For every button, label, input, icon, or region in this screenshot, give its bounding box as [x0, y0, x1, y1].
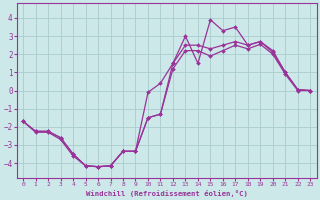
X-axis label: Windchill (Refroidissement éolien,°C): Windchill (Refroidissement éolien,°C) — [86, 190, 248, 197]
